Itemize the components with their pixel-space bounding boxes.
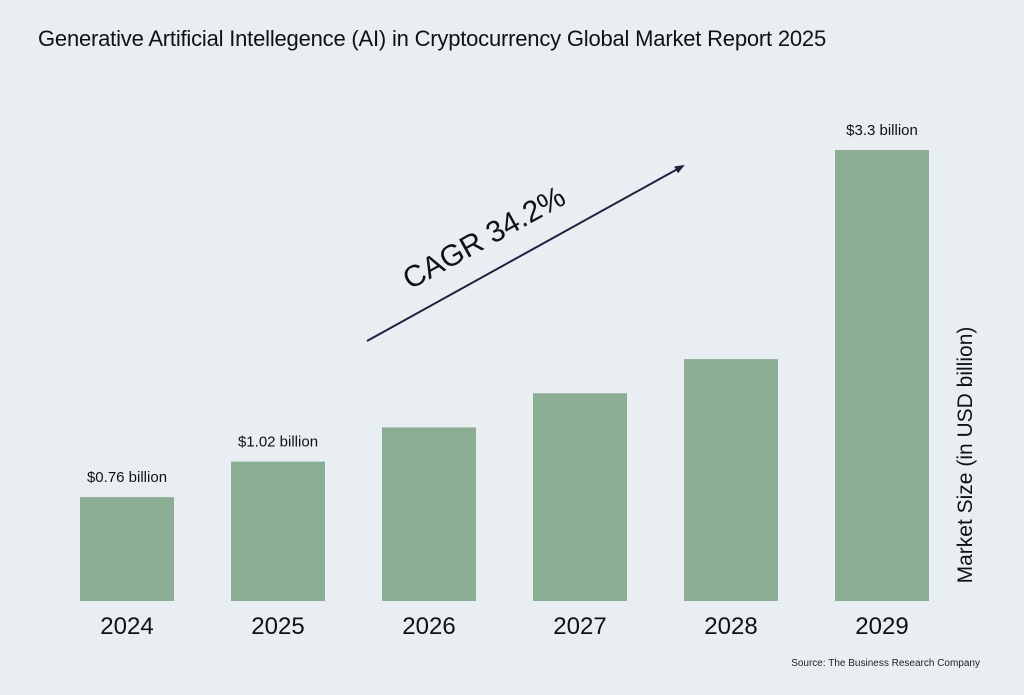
bars-group xyxy=(80,150,929,601)
cagr-arrow xyxy=(366,165,685,342)
chart-title: Generative Artificial Intellegence (AI) … xyxy=(38,26,826,51)
x-tick-label-2025: 2025 xyxy=(251,613,304,640)
bar-2028 xyxy=(684,359,778,601)
x-tick-label-2027: 2027 xyxy=(553,613,606,640)
x-tick-label-2026: 2026 xyxy=(402,613,455,640)
data-label-2024: $0.76 billion xyxy=(87,469,167,486)
bar-2029 xyxy=(835,150,929,601)
data-label-2029: $3.3 billion xyxy=(846,122,918,139)
x-tick-labels-group: 2024 2025 2026 2027 2028 2029 xyxy=(100,613,908,640)
x-tick-label-2028: 2028 xyxy=(704,613,757,640)
data-labels-group: $0.76 billion $1.02 billion $3.3 billion xyxy=(87,122,918,486)
bar-2024 xyxy=(80,497,174,601)
cagr-arrow-group: CAGR 34.2% xyxy=(366,165,685,342)
data-label-2025: $1.02 billion xyxy=(238,434,318,451)
y-axis-label: Market Size (in USD billion) xyxy=(954,327,977,584)
x-tick-label-2024: 2024 xyxy=(100,613,153,640)
source-note: Source: The Business Research Company xyxy=(791,658,980,669)
bar-2027 xyxy=(533,393,627,601)
x-tick-label-2029: 2029 xyxy=(855,613,908,640)
cagr-annotation: CAGR 34.2% xyxy=(397,180,571,296)
bar-2026 xyxy=(382,427,476,601)
bar-2025 xyxy=(231,461,325,601)
